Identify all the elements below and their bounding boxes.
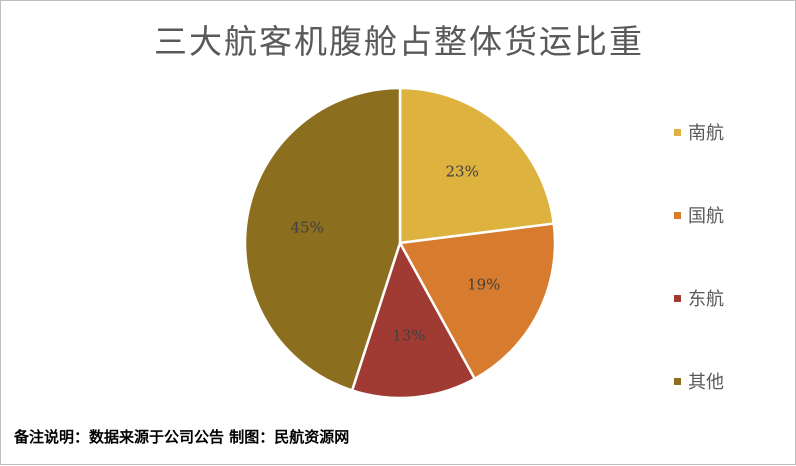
legend-label-other: 其他 [688, 372, 724, 393]
legend-swatch-guohang [674, 211, 681, 219]
legend-item-other: 其他 [674, 368, 724, 394]
chart-title: 三大航客机腹舱占整体货运比重 [154, 22, 644, 61]
legend-swatch-donghang [674, 294, 681, 302]
legend-item-nanhang: 南航 [674, 119, 724, 145]
legend-label-nanhang: 南航 [688, 123, 724, 144]
legend-swatch-other [674, 377, 681, 385]
legend-item-guohang: 国航 [674, 202, 724, 228]
pie-slice-guohang [398, 222, 557, 381]
legend-item-donghang: 东航 [674, 285, 724, 311]
data-label-other: 45% [290, 218, 323, 236]
pie-slice-other [243, 86, 402, 392]
pie-slice-nanhang [398, 86, 556, 245]
data-label-donghang: 13% [392, 327, 425, 345]
legend-label-donghang: 东航 [688, 289, 724, 310]
pie-slice-donghang [350, 241, 476, 400]
source-note: 备注说明：数据来源于公司公告 制图：民航资源网 [14, 428, 350, 446]
data-label-nanhang: 23% [445, 162, 478, 180]
legend-swatch-nanhang [674, 128, 681, 136]
data-label-guohang: 19% [467, 276, 500, 294]
legend-label-guohang: 国航 [688, 206, 724, 227]
